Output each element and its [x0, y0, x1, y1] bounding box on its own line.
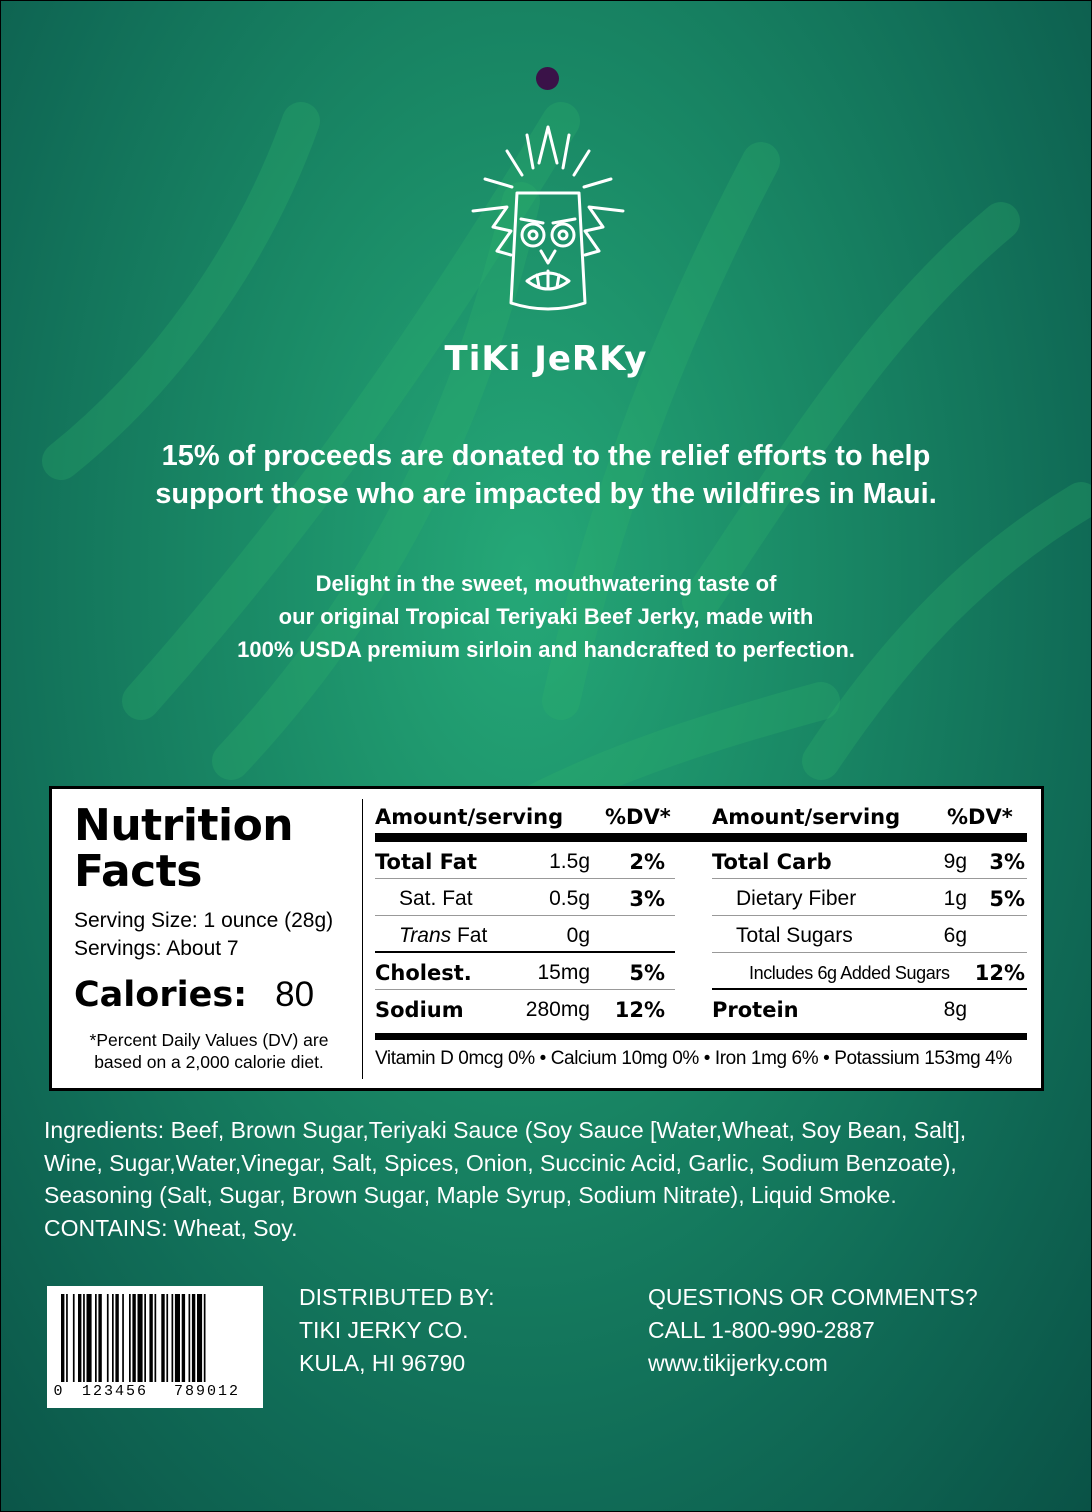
barcode-digit: 0	[53, 1383, 63, 1400]
tiki-logo-icon	[471, 125, 625, 311]
nutrient-dv: 12%	[974, 961, 1025, 985]
nutrient-name: Sodium	[375, 998, 464, 1022]
description-line: our original Tropical Teriyaki Beef Jerk…	[278, 604, 814, 629]
ingredients-line: Wine, Sugar,Water,Vinegar, Salt, Spices,…	[44, 1149, 957, 1176]
nutrient-name: Total Carb	[712, 850, 832, 874]
nutrition-divider	[362, 799, 363, 1079]
nutrient-name: Dietary Fiber	[736, 887, 857, 910]
serving-info: Serving Size: 1 ounce (28g) Servings: Ab…	[74, 907, 364, 963]
ingredients-line: Ingredients: Beef, Brown Sugar,Teriyaki …	[44, 1117, 967, 1143]
nutrition-facts-label: Nutrition Facts Serving Size: 1 ounce (2…	[49, 786, 1044, 1091]
donation-notice: 15% of proceeds are donated to the relie…	[61, 437, 1031, 513]
ingredients-line: Seasoning (Salt, Sugar, Brown Sugar, Map…	[44, 1182, 897, 1208]
nutrient-table: Amount/serving %DV* Amount/serving %DV* …	[375, 799, 1027, 1070]
barcode-digits: 0 123456 789012	[47, 1383, 263, 1400]
allergen-statement: CONTAINS: Wheat, Soy.	[44, 1214, 298, 1241]
servings-per-container: Servings: About 7	[74, 937, 239, 960]
distributor-heading: DISTRIBUTED BY:	[299, 1284, 495, 1310]
nutrient-amount: 1.5g	[549, 850, 590, 873]
barcode-digit: 789012	[173, 1383, 240, 1400]
nutrition-title-line: Facts	[74, 846, 202, 897]
nutrient-name: Cholest.	[375, 961, 472, 985]
nutrient-name: Sat. Fat	[399, 887, 473, 910]
barcode-bars	[61, 1294, 206, 1382]
upc-barcode: 0 123456 789012	[47, 1286, 263, 1408]
donation-line: 15% of proceeds are donated to the relie…	[161, 440, 931, 472]
contact-info: QUESTIONS OR COMMENTS? CALL 1-800-990-28…	[648, 1281, 978, 1380]
barcode-digit: 123456	[81, 1383, 148, 1400]
nutrient-dv: 3%	[629, 887, 665, 911]
nutrient-amount: 6g	[943, 924, 967, 947]
description-line: Delight in the sweet, mouthwatering tast…	[315, 571, 777, 596]
nutrient-amount: 9g	[943, 850, 967, 873]
nutrition-summary: Nutrition Facts Serving Size: 1 ounce (2…	[74, 803, 364, 1073]
header-dv: %DV*	[947, 805, 1013, 829]
product-description: Delight in the sweet, mouthwatering tast…	[121, 567, 971, 666]
nutrient-dv: 12%	[614, 998, 665, 1022]
distributor-name: TIKI JERKY CO.	[299, 1317, 469, 1343]
header-dv: %DV*	[605, 805, 671, 829]
vitamins-minerals: Vitamin D 0mcg 0% • Calcium 10mg 0% • Ir…	[375, 1048, 1012, 1069]
nutrient-table-header: Amount/serving %DV* Amount/serving %DV*	[375, 799, 1027, 842]
website-link[interactable]: www.tikijerky.com	[648, 1350, 828, 1376]
header-amount: Amount/serving	[712, 805, 901, 829]
calories-label: Calories:	[74, 975, 248, 1015]
nutrition-title-line: Nutrition	[74, 800, 294, 851]
nutrient-name: Protein	[712, 998, 799, 1022]
nutrient-row: Trans Fat 0g Total Sugars 6g	[375, 916, 1027, 953]
nutrient-row: Total Fat 1.5g 2% Total Carb 9g 3%	[375, 842, 1027, 879]
vitamin-divider	[375, 1033, 1027, 1040]
contact-heading: QUESTIONS OR COMMENTS?	[648, 1284, 978, 1310]
serving-size: Serving Size: 1 ounce (28g)	[74, 909, 334, 932]
nutrient-amount: 8g	[943, 998, 967, 1021]
nutrient-name: Trans Fat	[399, 924, 488, 947]
nutrient-name: Total Sugars	[736, 924, 853, 947]
calories-value: 80	[275, 975, 315, 1014]
dv-footnote: *Percent Daily Values (DV) are based on …	[89, 1030, 329, 1072]
donation-line: support those who are impacted by the wi…	[155, 478, 937, 510]
ingredients-list: Ingredients: Beef, Brown Sugar,Teriyaki …	[44, 1114, 1054, 1244]
hang-hole	[536, 67, 559, 90]
nutrient-amount: 15mg	[537, 961, 590, 984]
nutrient-amount: 0g	[566, 924, 590, 947]
nutrient-amount: 1g	[943, 887, 967, 910]
nutrient-row: Sat. Fat 0.5g 3% Dietary Fiber 1g 5%	[375, 879, 1027, 916]
contact-phone[interactable]: CALL 1-800-990-2887	[648, 1317, 875, 1343]
description-line: 100% USDA premium sirloin and handcrafte…	[237, 637, 855, 662]
nutrient-dv: 3%	[989, 850, 1025, 874]
distributor-address: KULA, HI 96790	[299, 1350, 466, 1376]
nutrient-name: Includes 6g Added Sugars	[749, 963, 950, 983]
calories: Calories: 80	[74, 975, 364, 1015]
nutrient-row: Sodium 280mg 12% Protein 8g	[375, 990, 1027, 1027]
brand-name: TiKi JeRKy	[444, 339, 648, 379]
nutrient-amount: 280mg	[525, 998, 590, 1021]
nutrient-dv: 5%	[629, 961, 665, 985]
nutrient-name: Total Fat	[375, 850, 478, 874]
nutrition-title: Nutrition Facts	[74, 803, 364, 895]
nutrient-amount: 0.5g	[549, 887, 590, 910]
nutrient-dv: 2%	[629, 850, 665, 874]
nutrient-dv: 5%	[989, 887, 1025, 911]
distributor-info: DISTRIBUTED BY: TIKI JERKY CO. KULA, HI …	[299, 1281, 495, 1380]
header-amount: Amount/serving	[375, 805, 564, 829]
nutrient-row: Cholest. 15mg 5% Includes 6g Added Sugar…	[375, 953, 1027, 990]
